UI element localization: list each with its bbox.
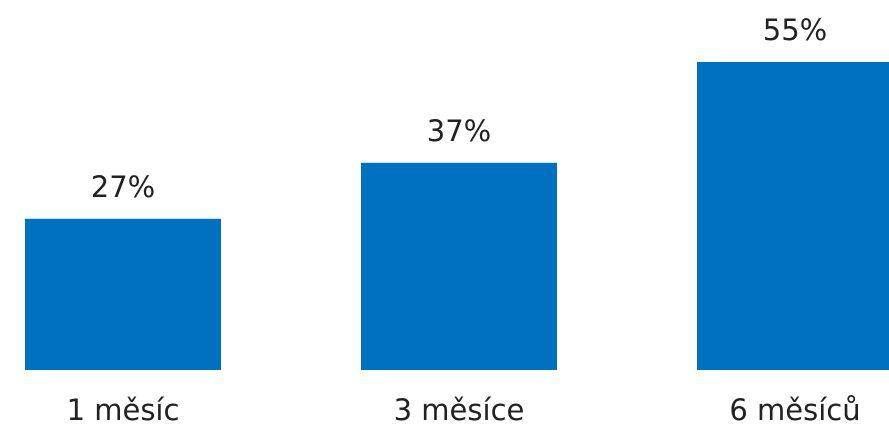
bar <box>361 162 557 370</box>
x-tick-label: 3 měsíce <box>394 393 525 427</box>
value-label: 27% <box>91 170 155 204</box>
bar <box>25 218 221 370</box>
value-label: 55% <box>763 13 827 47</box>
value-label: 37% <box>427 114 491 148</box>
x-tick-label: 6 měsíců <box>729 393 860 427</box>
bar <box>697 62 889 370</box>
x-tick-label: 1 měsíc <box>67 393 180 427</box>
